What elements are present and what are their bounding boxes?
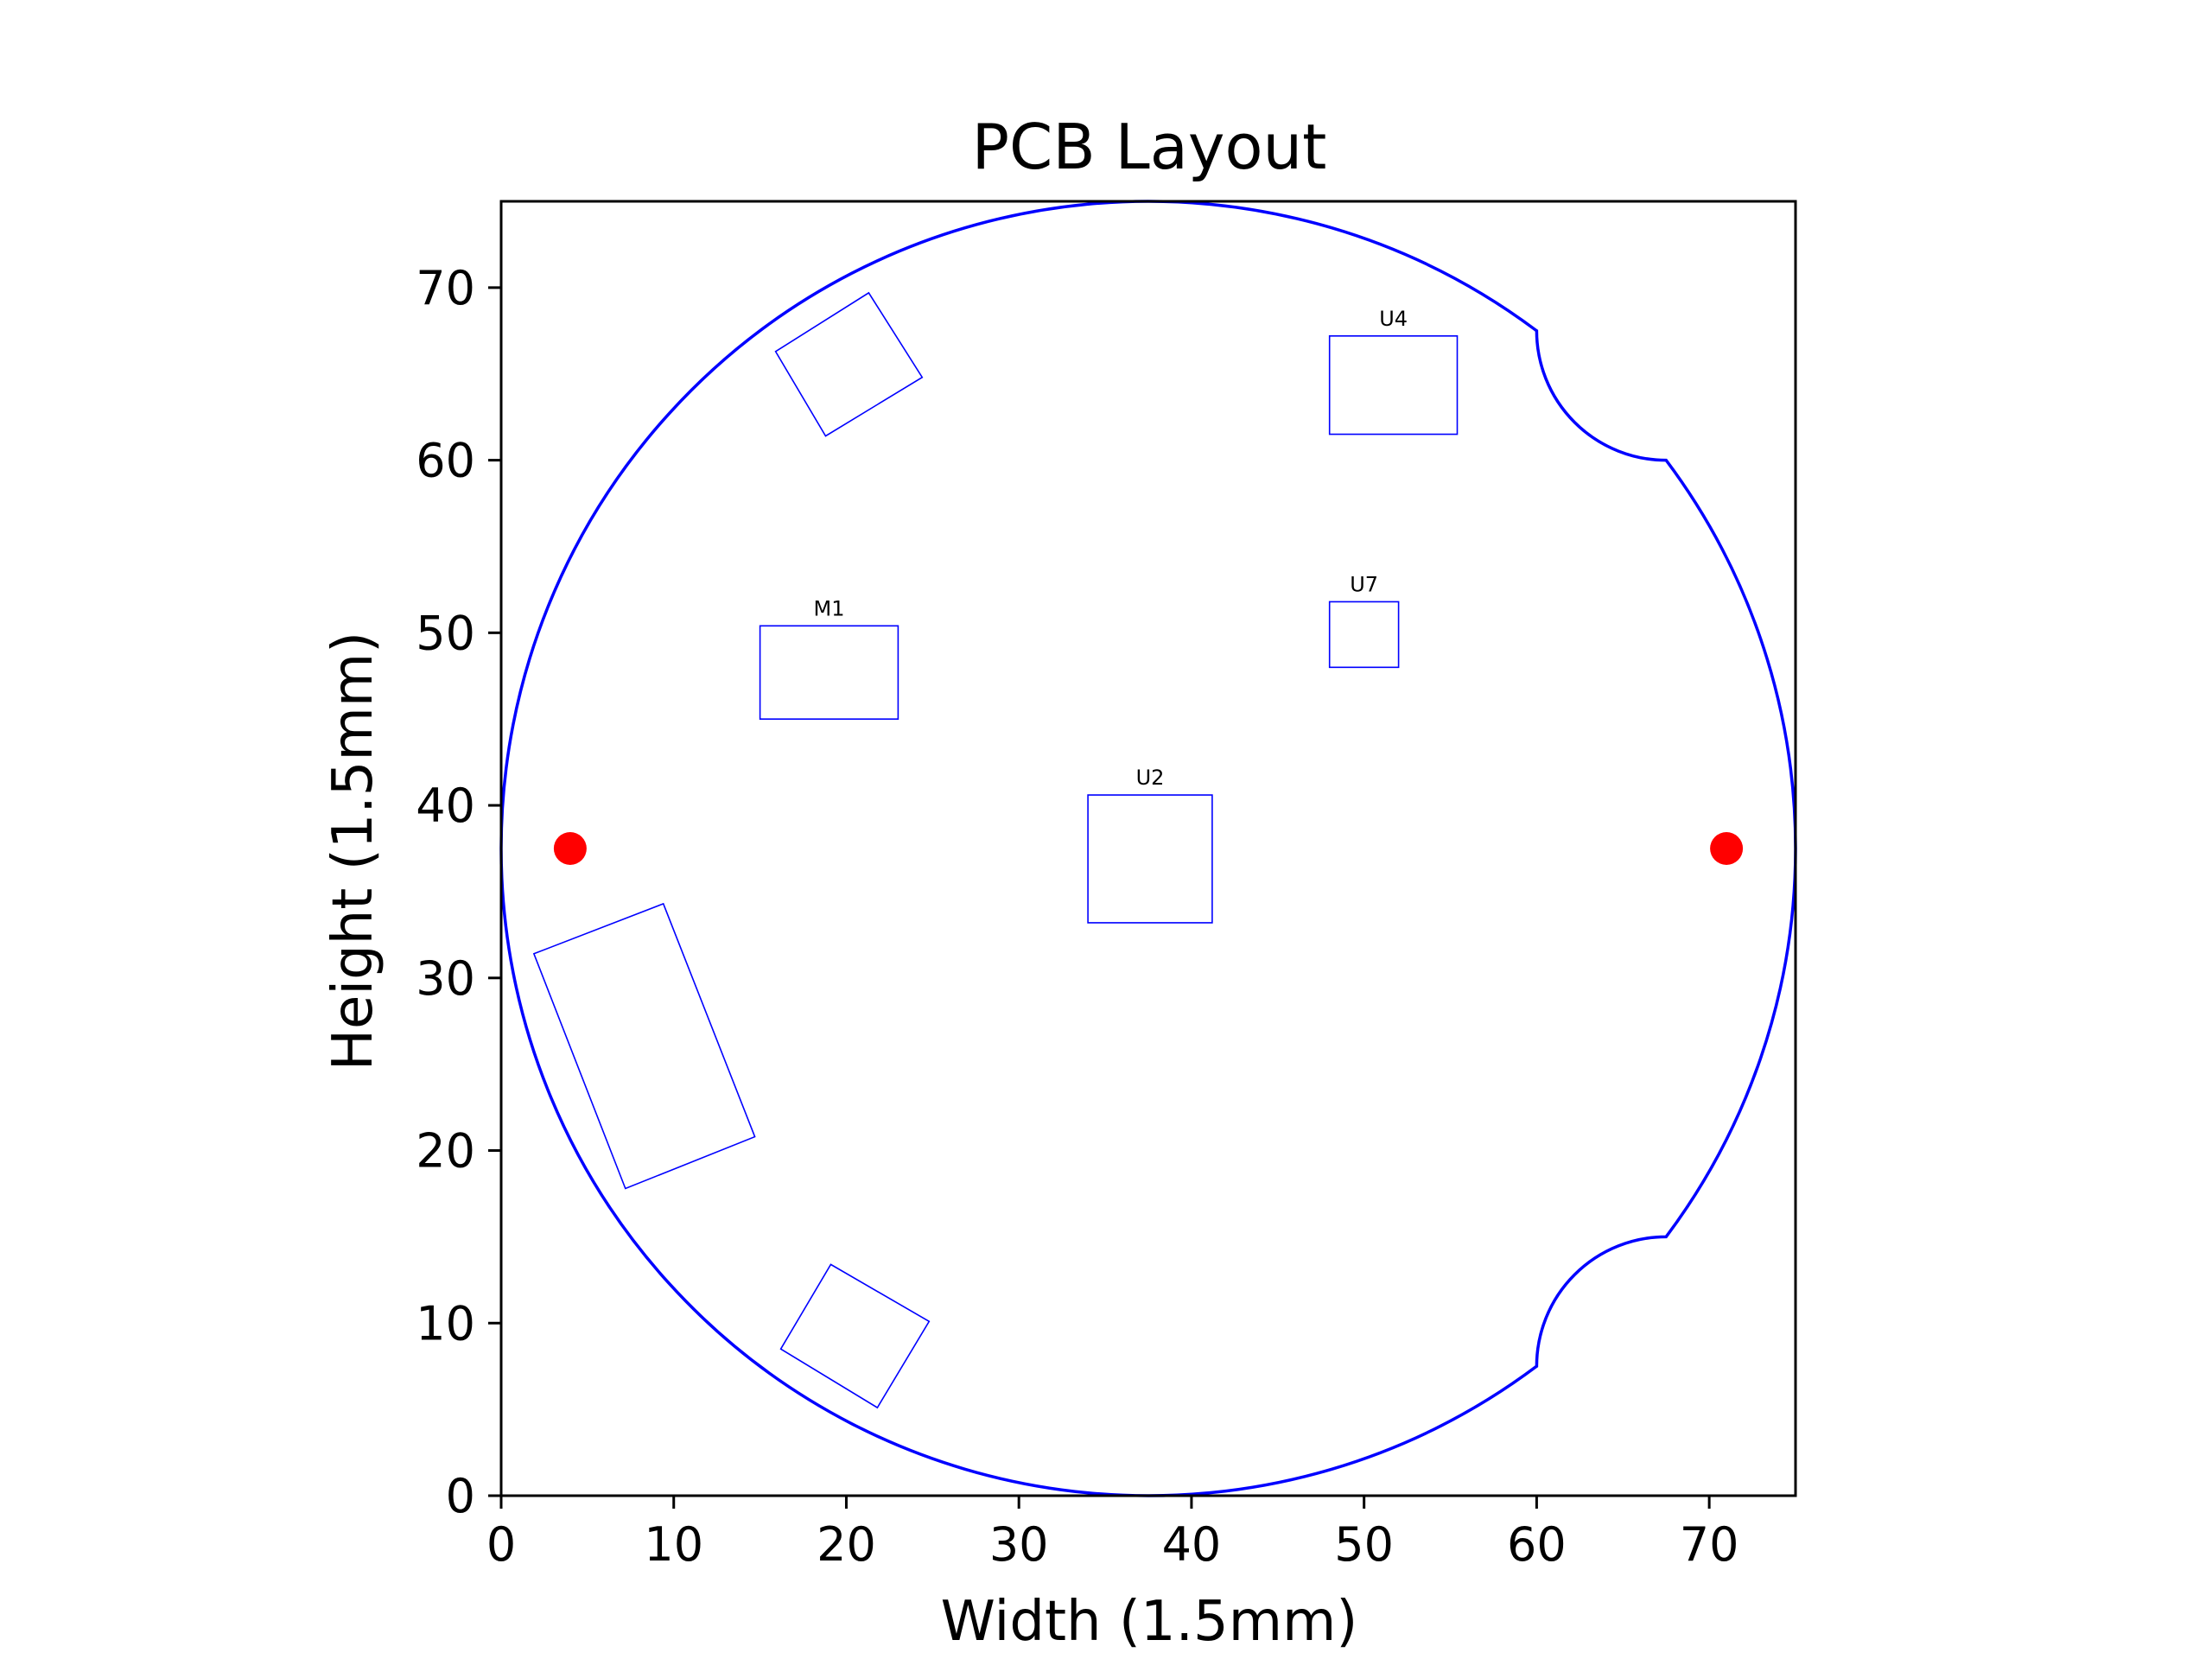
x-tick-label: 70 xyxy=(1680,1517,1739,1572)
y-tick-label: 50 xyxy=(416,606,475,660)
component-m1 xyxy=(759,625,899,721)
component-label-u7: U7 xyxy=(1350,572,1378,596)
x-tick-label: 30 xyxy=(989,1517,1049,1572)
y-tick-label: 0 xyxy=(446,1469,475,1523)
x-tick-label: 0 xyxy=(486,1517,516,1572)
y-axis-label: Height (1.5mm) xyxy=(321,632,385,1071)
board-outline xyxy=(499,200,1797,1497)
x-tick-label: 20 xyxy=(817,1517,876,1572)
component-label-u4: U4 xyxy=(1379,307,1408,331)
axes-frame xyxy=(499,200,1797,1497)
mounting-point-2 xyxy=(1710,832,1744,865)
y-tick-label: 40 xyxy=(416,779,475,833)
y-tick-label: 10 xyxy=(416,1296,475,1351)
component-u4 xyxy=(1328,334,1459,435)
y-tick-label: 70 xyxy=(416,261,475,315)
component-u2 xyxy=(1087,794,1213,924)
component-unlabeled-7 xyxy=(779,1263,931,1409)
component-unlabeled-6 xyxy=(532,902,756,1190)
x-tick-label: 50 xyxy=(1334,1517,1394,1572)
plot-area: U4 U7 M1 U2 0 10 20 30 40 50 60 70 0 10 20 30 40 50 60 70 xyxy=(416,200,1797,1572)
x-tick-label: 10 xyxy=(644,1517,703,1572)
component-label-m1: M1 xyxy=(814,596,845,620)
chart-title: PCB Layout xyxy=(972,111,1327,183)
component-unlabeled-5 xyxy=(774,291,924,437)
y-tick-label: 30 xyxy=(416,951,475,1006)
x-tick-label: 40 xyxy=(1162,1517,1222,1572)
y-tick-label: 60 xyxy=(416,434,475,488)
x-tick-label: 60 xyxy=(1507,1517,1567,1572)
y-tick-label: 20 xyxy=(416,1124,475,1179)
component-u7 xyxy=(1328,601,1400,669)
component-label-u2: U2 xyxy=(1136,766,1165,790)
mounting-point-1 xyxy=(553,832,587,865)
x-axis-label: Width (1.5mm) xyxy=(941,1590,1358,1654)
